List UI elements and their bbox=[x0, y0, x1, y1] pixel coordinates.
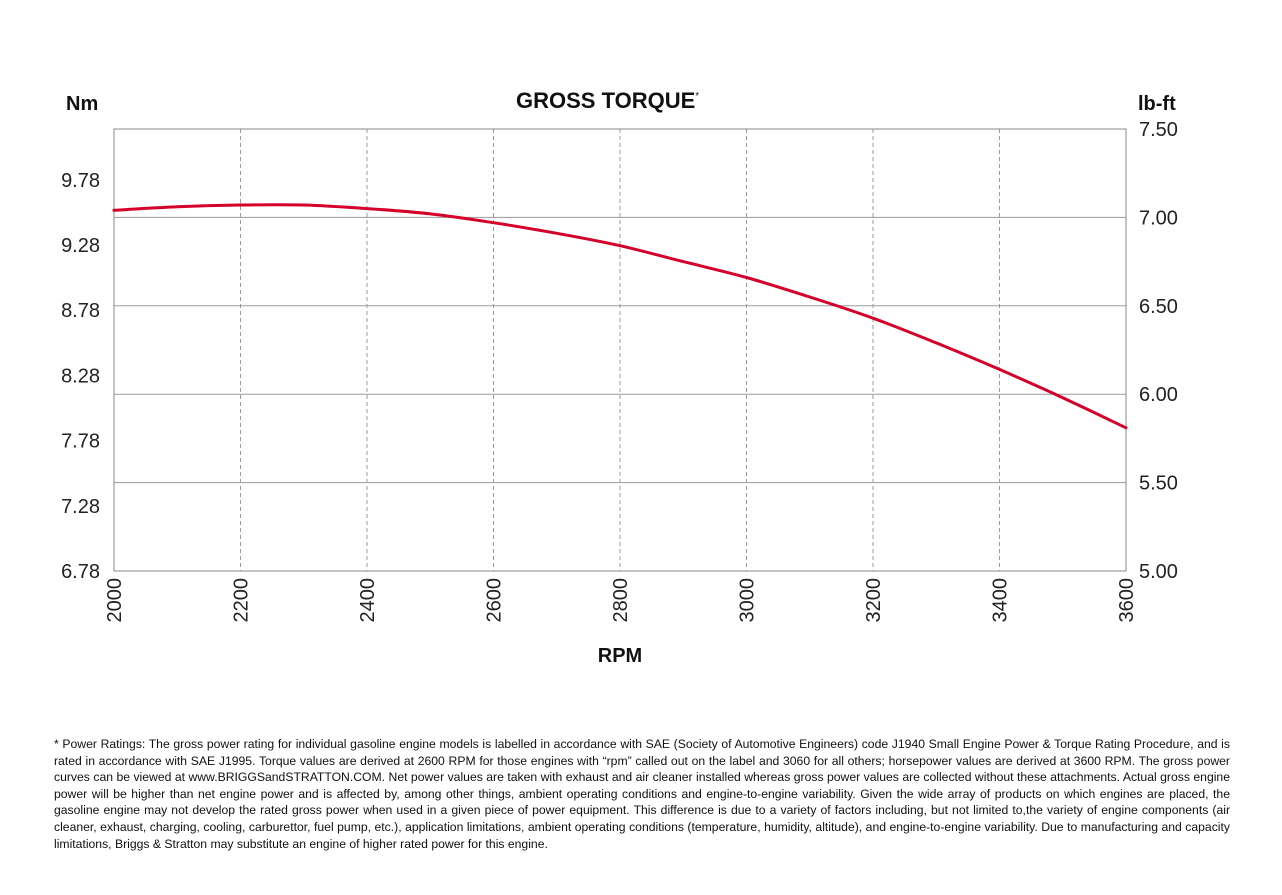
power-ratings-footnote: * Power Ratings: The gross power rating … bbox=[54, 737, 1230, 851]
plot-frame bbox=[113, 128, 1127, 572]
x-tick-label: 2000 bbox=[104, 578, 126, 623]
x-tick-label: 3000 bbox=[737, 578, 759, 623]
right-tick-label: 6.00 bbox=[1139, 384, 1178, 406]
right-tick-label: 7.00 bbox=[1139, 207, 1178, 229]
right-tick-label: 7.50 bbox=[1139, 119, 1178, 141]
right-tick-label: 5.00 bbox=[1139, 561, 1178, 583]
x-tick-label: 2800 bbox=[610, 578, 632, 623]
x-tick-label: 3400 bbox=[990, 578, 1012, 623]
left-tick-label: 6.78 bbox=[61, 561, 100, 583]
torque-curve-line bbox=[112, 203, 1128, 430]
chart-title-mark: * bbox=[695, 91, 699, 102]
x-tick-label: 2600 bbox=[484, 578, 506, 623]
x-axis-ticks: 2000 2200 2400 2600 2800 3000 3200 3400 3600 bbox=[104, 578, 1138, 623]
right-axis-ticks: 7.50 7.00 6.50 6.00 5.50 5.00 bbox=[1139, 119, 1178, 583]
right-axis-unit: lb-ft bbox=[1138, 93, 1176, 115]
left-axis-ticks: 9.78 9.28 8.78 8.28 7.78 7.28 6.78 bbox=[61, 170, 100, 583]
chart-title: GROSS TORQUE* bbox=[516, 88, 699, 113]
grid-layer bbox=[114, 129, 1126, 571]
right-tick-label: 5.50 bbox=[1139, 473, 1178, 495]
left-tick-label: 8.28 bbox=[61, 365, 100, 387]
x-tick-label: 3600 bbox=[1116, 578, 1138, 623]
x-tick-label: 2200 bbox=[231, 578, 253, 623]
right-tick-label: 6.50 bbox=[1139, 296, 1178, 318]
torque-chart: 9.78 9.28 8.78 8.28 7.78 7.28 6.78 7.50 7.00 6.5… bbox=[61, 88, 1178, 667]
left-tick-label: 7.28 bbox=[61, 496, 100, 518]
x-tick-label: 3200 bbox=[863, 578, 885, 623]
left-tick-label: 9.28 bbox=[61, 235, 100, 257]
chart-title-text: GROSS TORQUE bbox=[516, 88, 695, 113]
x-tick-label: 2400 bbox=[357, 578, 379, 623]
left-tick-label: 7.78 bbox=[61, 431, 100, 453]
left-axis-unit: Nm bbox=[66, 93, 98, 115]
left-tick-label: 9.78 bbox=[61, 170, 100, 192]
left-tick-label: 8.78 bbox=[61, 300, 100, 322]
x-axis-label: RPM bbox=[598, 645, 642, 667]
